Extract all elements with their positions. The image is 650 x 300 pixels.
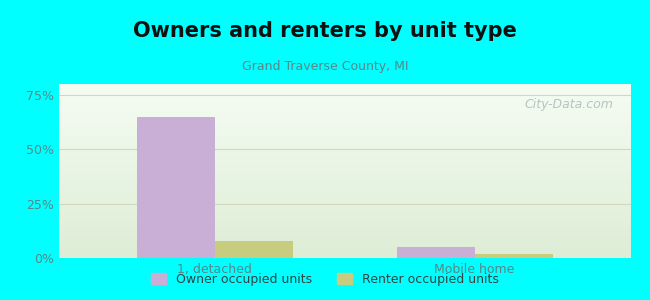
Bar	[136, 117, 214, 258]
Text: Owners and renters by unit type: Owners and renters by unit type	[133, 21, 517, 41]
Text: Grand Traverse County, MI: Grand Traverse County, MI	[242, 60, 408, 73]
Text: City-Data.com: City-Data.com	[525, 98, 614, 111]
Bar	[474, 254, 552, 258]
Bar	[214, 241, 292, 258]
Bar	[396, 247, 474, 258]
Legend: Owner occupied units, Renter occupied units: Owner occupied units, Renter occupied un…	[146, 268, 504, 291]
